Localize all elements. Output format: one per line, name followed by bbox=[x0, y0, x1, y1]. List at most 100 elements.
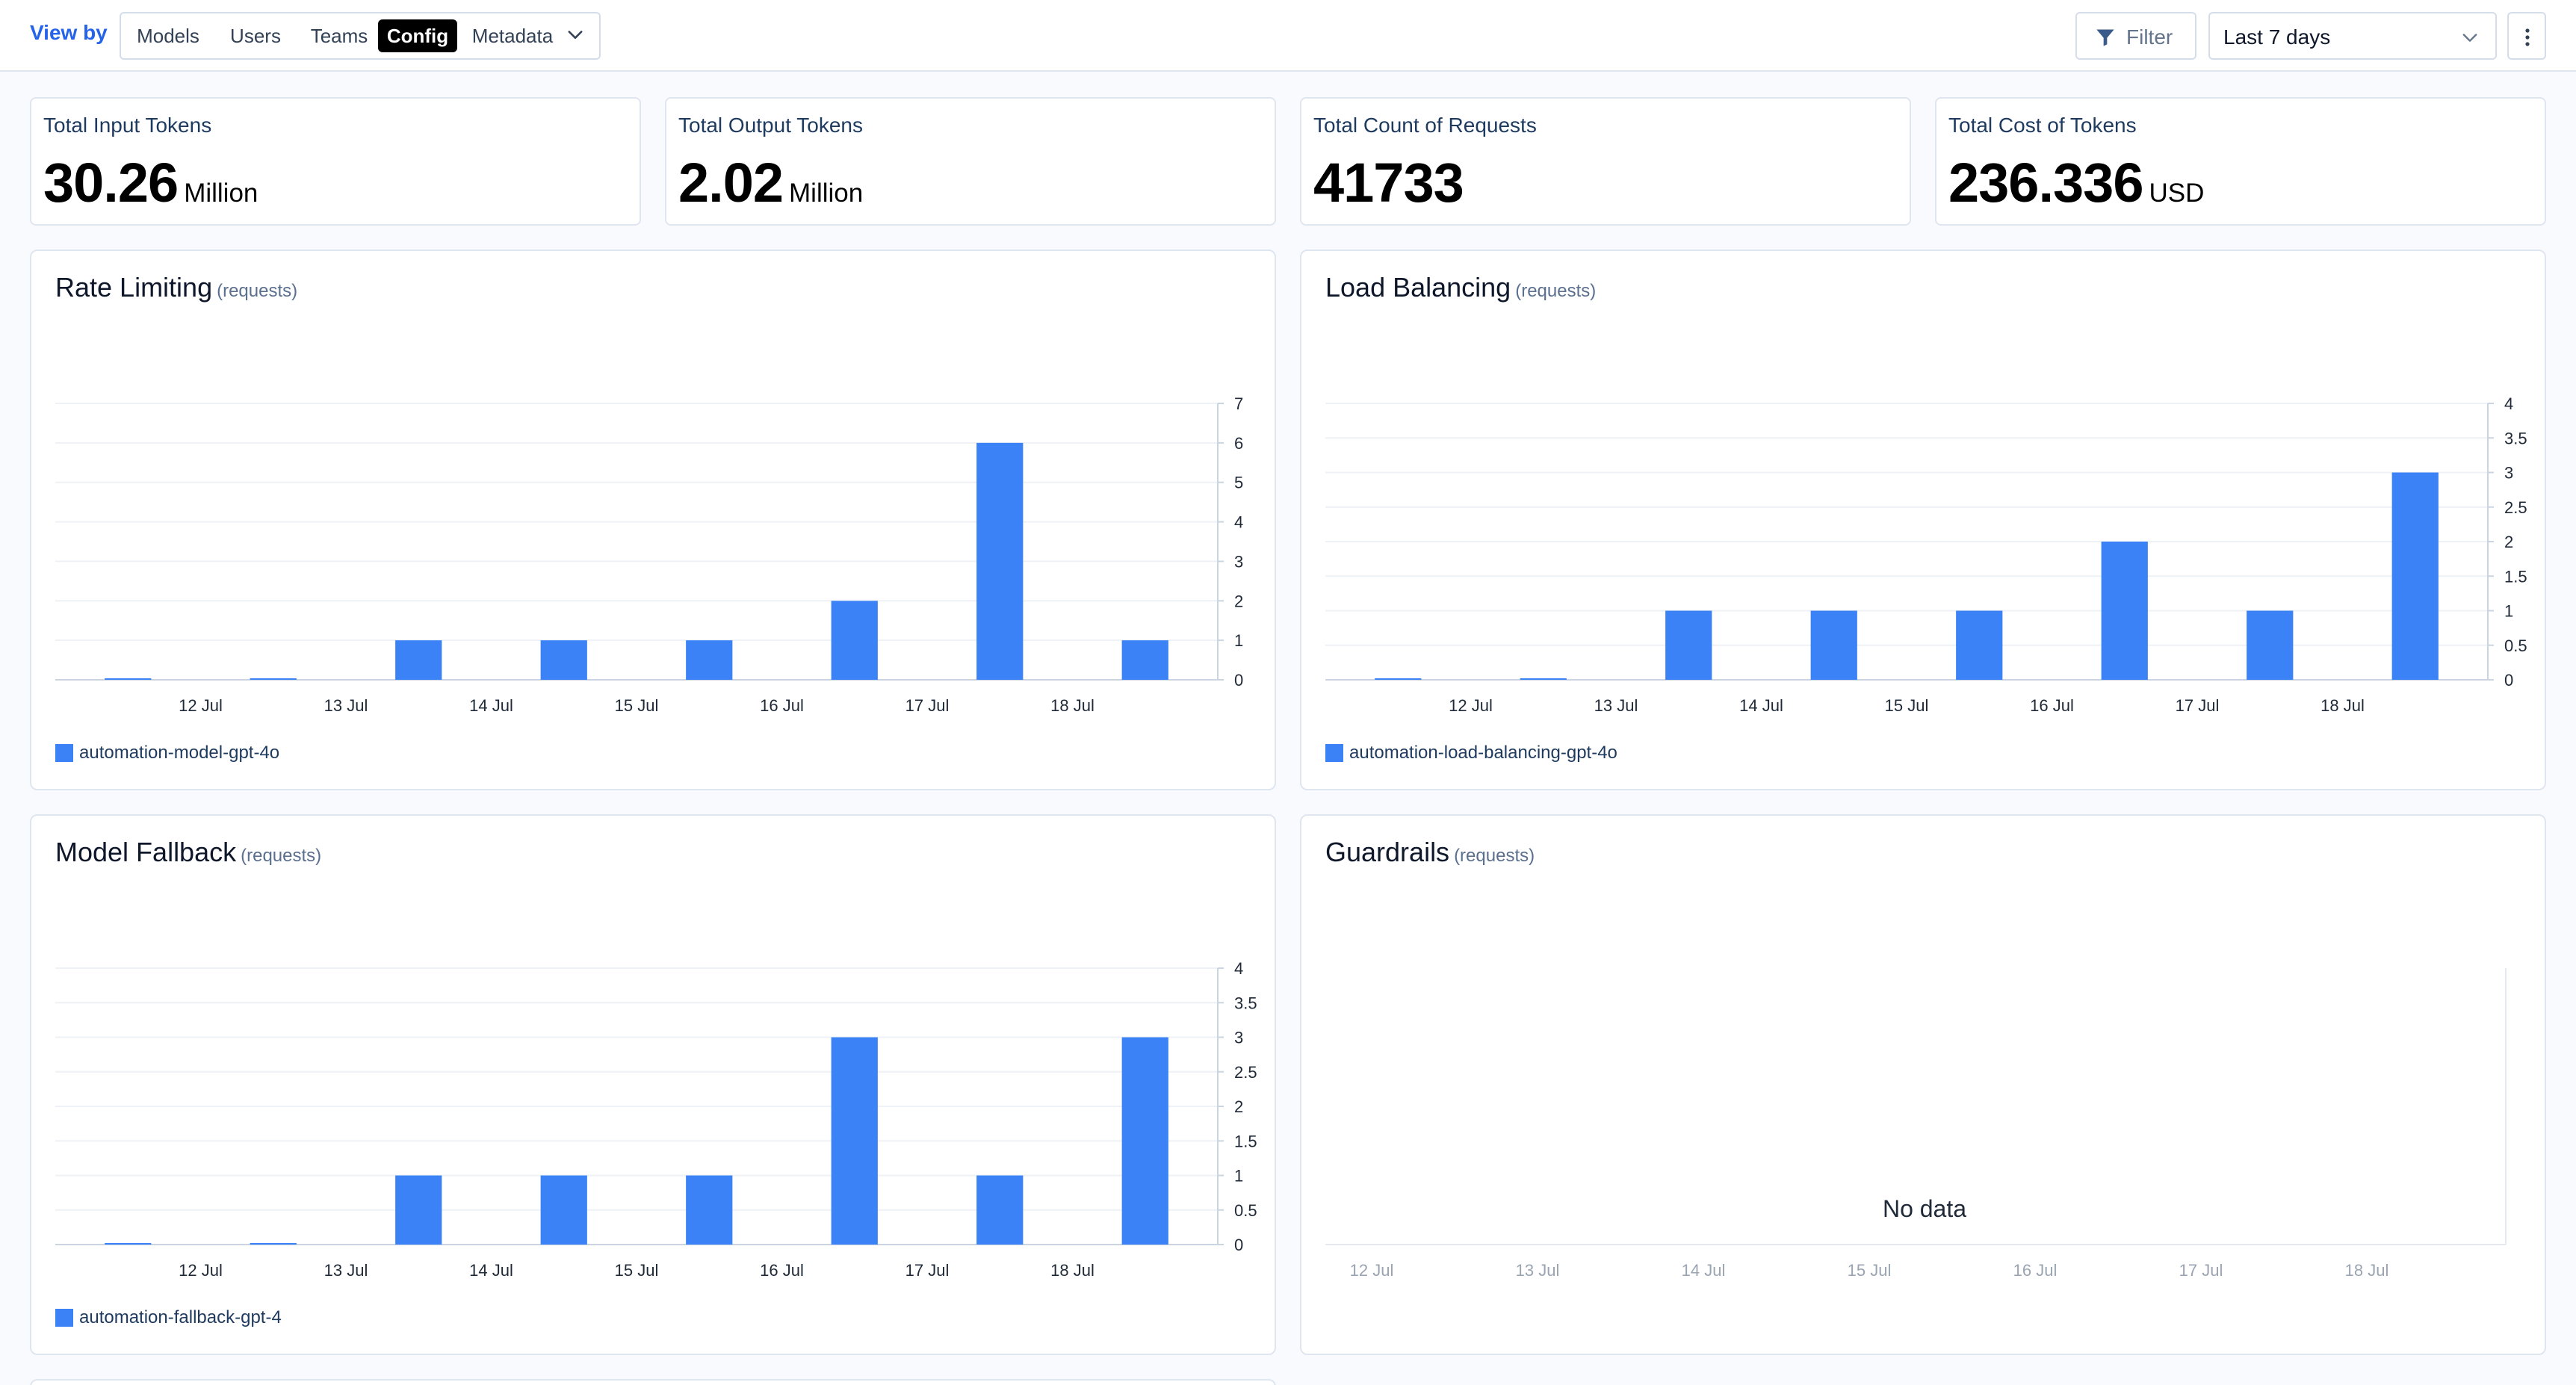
card-title: Rate Limiting (requests) bbox=[55, 272, 297, 303]
bar bbox=[540, 1175, 587, 1245]
more-vertical-icon bbox=[2525, 28, 2530, 46]
y-tick-label: 7 bbox=[1234, 394, 1243, 413]
y-tick-label: 0 bbox=[1234, 1236, 1243, 1254]
x-tick-label: 13 Jul bbox=[324, 696, 368, 715]
x-tick-label: 12 Jul bbox=[1449, 696, 1493, 715]
bar bbox=[540, 640, 587, 680]
chart-card-rate-limiting: Rate Limiting (requests) 0 1 2 3 4 5 6 7 12 Jul 13… bbox=[30, 250, 1276, 790]
x-tick-label: 15 Jul bbox=[615, 696, 659, 715]
y-tick-label: 1 bbox=[2504, 602, 2513, 621]
y-tick-label: 0.5 bbox=[1234, 1201, 1257, 1220]
x-tick-label: 15 Jul bbox=[615, 1261, 659, 1280]
y-tick-label: 0.5 bbox=[2504, 636, 2527, 655]
stat-number: 30.26 bbox=[43, 152, 179, 214]
stat-card-token-cost: Total Cost of Tokens 236.336 USD bbox=[1935, 97, 2546, 226]
tab-models[interactable]: Models bbox=[137, 25, 199, 47]
y-tick-label: 2 bbox=[2504, 533, 2513, 551]
bar bbox=[105, 678, 152, 680]
y-tick-label: 2.5 bbox=[2504, 498, 2527, 517]
date-range-value: Last 7 days bbox=[2223, 25, 2331, 49]
y-tick-label: 1.5 bbox=[1234, 1132, 1257, 1150]
card-title-unit: (requests) bbox=[1515, 281, 1597, 301]
chart-card-load-balancing: Load Balancing (requests) 0 0.5 1 1.5 2 2.5 3 3.… bbox=[1300, 250, 2546, 790]
model-fallback-bar-chart: 0 0.5 1 1.5 2 2.5 3 3.5 4 12 Jul 13 Jul 14 Jul 15 Ju… bbox=[55, 959, 1257, 1280]
bar bbox=[2391, 472, 2439, 680]
stat-unit: USD bbox=[2149, 179, 2205, 208]
x-tick-label: 16 Jul bbox=[2013, 1261, 2058, 1280]
view-by-segmented-control: Models Users Teams Config Metadata bbox=[120, 12, 601, 60]
y-tick-label: 3 bbox=[2504, 464, 2513, 483]
x-tick-label: 14 Jul bbox=[1682, 1261, 1726, 1280]
tab-users[interactable]: Users bbox=[230, 25, 281, 47]
x-tick-label: 14 Jul bbox=[469, 1261, 513, 1280]
y-tick-label: 3 bbox=[1234, 552, 1243, 571]
x-tick-label: 17 Jul bbox=[2176, 696, 2220, 715]
bar bbox=[1810, 610, 1857, 680]
stat-unit: Million bbox=[184, 179, 258, 208]
legend-label: automation-model-gpt-4o bbox=[79, 743, 280, 763]
card-title-text: Guardrails bbox=[1325, 837, 1450, 867]
tab-config[interactable]: Config bbox=[378, 19, 457, 52]
x-tick-label: 17 Jul bbox=[905, 1261, 950, 1280]
card-title-text: Model Fallback bbox=[55, 837, 237, 867]
y-tick-label: 6 bbox=[1234, 434, 1243, 453]
x-tick-label: 16 Jul bbox=[760, 1261, 804, 1280]
legend-label: automation-fallback-gpt-4 bbox=[79, 1307, 282, 1327]
bar bbox=[250, 678, 297, 680]
view-by-label: View by bbox=[30, 21, 108, 44]
date-range-select[interactable]: Last 7 days bbox=[2208, 12, 2497, 60]
stat-label: Total Cost of Tokens bbox=[1948, 114, 2137, 137]
stat-number: 2.02 bbox=[678, 152, 784, 214]
y-tick-label: 1.5 bbox=[2504, 567, 2527, 586]
y-tick-label: 2 bbox=[1234, 592, 1243, 610]
chart-card-partial bbox=[30, 1379, 1276, 1385]
filter-label: Filter bbox=[2126, 25, 2173, 49]
x-tick-label: 18 Jul bbox=[1050, 696, 1095, 715]
card-title-text: Rate Limiting bbox=[55, 272, 213, 303]
legend-swatch bbox=[1325, 744, 1343, 762]
bar bbox=[976, 1175, 1024, 1245]
filter-icon bbox=[2096, 29, 2114, 46]
more-options-button[interactable] bbox=[2507, 12, 2546, 60]
filter-button[interactable]: Filter bbox=[2075, 12, 2196, 60]
stat-number: 236.336 bbox=[1948, 152, 2143, 214]
stat-label: Total Count of Requests bbox=[1313, 114, 1537, 137]
y-tick-label: 0 bbox=[2504, 671, 2513, 690]
y-tick-label: 0 bbox=[1234, 671, 1243, 690]
card-title: Model Fallback (requests) bbox=[55, 837, 321, 868]
card-title-unit: (requests) bbox=[241, 846, 322, 866]
chart-card-model-fallback: Model Fallback (requests) 0 0.5 1 1.5 2 2.5 3 3.… bbox=[30, 814, 1276, 1355]
bar bbox=[976, 442, 1024, 680]
x-tick-label: 17 Jul bbox=[905, 696, 950, 715]
tab-teams[interactable]: Teams bbox=[310, 25, 368, 47]
bar bbox=[1520, 678, 1567, 680]
y-tick-label: 4 bbox=[1234, 513, 1243, 532]
card-title-text: Load Balancing bbox=[1325, 272, 1511, 303]
stat-value: 30.26 Million bbox=[43, 151, 258, 214]
bar bbox=[2247, 610, 2294, 680]
chart-legend: automation-load-balancing-gpt-4o bbox=[1325, 743, 1617, 765]
bar bbox=[1665, 610, 1712, 680]
x-tick-label: 13 Jul bbox=[1594, 696, 1638, 715]
bar bbox=[395, 640, 442, 680]
bar bbox=[686, 1175, 733, 1245]
card-title-unit: (requests) bbox=[1454, 846, 1535, 866]
y-tick-label: 4 bbox=[2504, 394, 2513, 413]
chart-card-guardrails: Guardrails (requests) 12 Jul 13 Jul 14 Jul 1… bbox=[1300, 814, 2546, 1355]
chevron-down-icon[interactable] bbox=[565, 24, 586, 45]
bar bbox=[105, 1243, 152, 1245]
bar bbox=[686, 640, 733, 680]
bar bbox=[395, 1175, 442, 1245]
stat-value: 236.336 USD bbox=[1948, 151, 2204, 214]
tab-metadata[interactable]: Metadata bbox=[471, 25, 554, 47]
bar bbox=[250, 1243, 297, 1245]
x-tick-label: 16 Jul bbox=[2030, 696, 2074, 715]
bar bbox=[831, 1037, 878, 1245]
y-tick-label: 3 bbox=[1234, 1029, 1243, 1047]
x-tick-label: 13 Jul bbox=[324, 1261, 368, 1280]
x-tick-label: 14 Jul bbox=[1739, 696, 1783, 715]
x-tick-label: 15 Jul bbox=[1885, 696, 1929, 715]
chart-legend: automation-fallback-gpt-4 bbox=[55, 1307, 282, 1330]
x-tick-label: 18 Jul bbox=[1050, 1261, 1095, 1280]
card-title: Guardrails (requests) bbox=[1325, 837, 1535, 868]
